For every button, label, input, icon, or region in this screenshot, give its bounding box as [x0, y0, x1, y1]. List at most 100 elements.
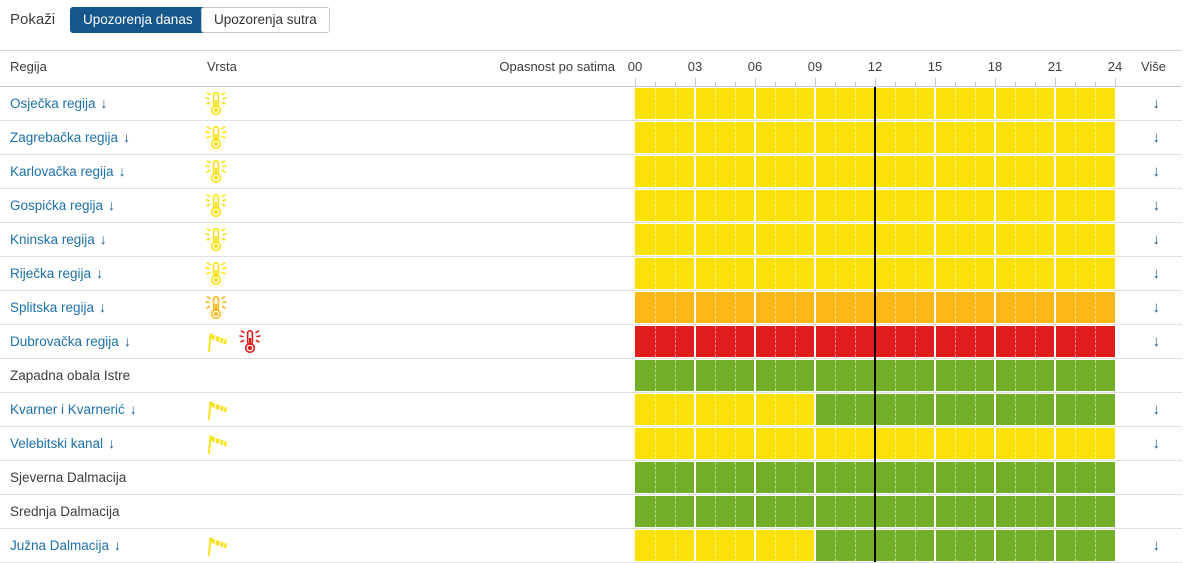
hour-grid-line — [735, 258, 736, 289]
hour-grid-line — [934, 190, 936, 221]
hour-grid-line — [1054, 326, 1056, 357]
region-link[interactable]: Zagrebačka regija ↓ — [10, 129, 131, 145]
heat-warning-icon — [205, 125, 227, 150]
hour-grid-line — [655, 394, 656, 425]
region-link[interactable]: Riječka regija ↓ — [10, 265, 104, 281]
warnings-tomorrow-button[interactable]: Upozorenja sutra — [201, 7, 330, 33]
hour-tick-mark — [1095, 82, 1096, 86]
hour-grid-line — [934, 326, 936, 357]
hour-grid-line — [1054, 258, 1056, 289]
hour-grid-line — [694, 394, 696, 425]
hour-grid-line — [1075, 88, 1076, 119]
hour-grid-line — [955, 462, 956, 493]
more-details-link[interactable]: ↓ — [1152, 435, 1161, 452]
hour-grid-line — [814, 496, 816, 527]
hour-grid-line — [855, 360, 856, 391]
hour-tick-mark — [1115, 78, 1116, 86]
heat-warning-icon — [205, 295, 227, 320]
more-details-link[interactable]: ↓ — [1152, 265, 1161, 282]
hour-grid-line — [934, 428, 936, 459]
hour-grid-line — [675, 326, 676, 357]
hour-grid-line — [694, 292, 696, 323]
hour-grid-line — [715, 122, 716, 153]
more-details-link[interactable]: ↓ — [1152, 231, 1161, 248]
region-link[interactable]: Karlovačka regija ↓ — [10, 163, 126, 179]
expand-down-arrow-icon: ↓ — [118, 163, 126, 179]
more-details-link[interactable]: ↓ — [1152, 95, 1161, 112]
warning-segment-green — [815, 394, 1115, 425]
hour-grid-line — [1015, 156, 1016, 187]
hour-grid-line — [655, 156, 656, 187]
hour-grid-line — [1095, 428, 1096, 459]
hour-grid-line — [675, 88, 676, 119]
table-row: Južna Dalmacija ↓ ↓ — [0, 529, 1182, 563]
hour-grid-line — [975, 326, 976, 357]
hour-tick-label: 00 — [627, 59, 643, 74]
region-link[interactable]: Južna Dalmacija ↓ — [10, 537, 122, 553]
hour-grid-line — [895, 156, 896, 187]
hour-grid-line — [715, 292, 716, 323]
region-link[interactable]: Kninska regija ↓ — [10, 231, 107, 247]
hour-grid-line — [955, 156, 956, 187]
hour-grid-line — [1054, 224, 1056, 255]
hour-grid-line — [835, 428, 836, 459]
hour-grid-line — [994, 88, 996, 119]
region-link[interactable]: Splitska regija ↓ — [10, 299, 107, 315]
region-link[interactable]: Velebitski kanal ↓ — [10, 435, 116, 451]
hour-grid-line — [795, 360, 796, 391]
hour-grid-line — [1015, 530, 1016, 561]
hour-grid-line — [835, 88, 836, 119]
hour-grid-line — [955, 224, 956, 255]
hour-tick-mark — [795, 82, 796, 86]
hour-grid-line — [934, 530, 936, 561]
region-link[interactable]: Osječka regija ↓ — [10, 95, 108, 111]
hour-grid-line — [775, 360, 776, 391]
more-details-link[interactable]: ↓ — [1152, 129, 1161, 146]
hour-grid-line — [1035, 428, 1036, 459]
table-row: Dubrovačka regija ↓ ↓ — [0, 325, 1182, 359]
hour-grid-line — [915, 224, 916, 255]
hour-grid-line — [675, 224, 676, 255]
hour-grid-line — [955, 88, 956, 119]
hour-grid-line — [934, 292, 936, 323]
hour-grid-line — [754, 122, 756, 153]
hour-grid-line — [975, 88, 976, 119]
expand-down-arrow-icon: ↓ — [108, 197, 116, 213]
warning-type-icons — [205, 427, 231, 460]
hour-grid-line — [754, 326, 756, 357]
hour-grid-line — [895, 190, 896, 221]
hour-grid-line — [814, 156, 816, 187]
hour-grid-line — [795, 292, 796, 323]
region-link[interactable]: Kvarner i Kvarnerić ↓ — [10, 401, 137, 417]
more-details-link[interactable]: ↓ — [1152, 537, 1161, 554]
hour-grid-line — [1015, 360, 1016, 391]
region-link[interactable]: Gospićka regija ↓ — [10, 197, 116, 213]
hour-grid-line — [1095, 224, 1096, 255]
more-details-link[interactable]: ↓ — [1152, 197, 1161, 214]
more-details-link[interactable]: ↓ — [1152, 401, 1161, 418]
hour-grid-line — [955, 258, 956, 289]
hour-grid-line — [1015, 224, 1016, 255]
hour-grid-line — [694, 122, 696, 153]
hour-grid-line — [955, 428, 956, 459]
more-details-link[interactable]: ↓ — [1152, 333, 1161, 350]
more-details-link[interactable]: ↓ — [1152, 299, 1161, 316]
hour-tick-mark — [1055, 78, 1056, 86]
hour-grid-line — [655, 360, 656, 391]
hour-grid-line — [735, 462, 736, 493]
hour-grid-line — [715, 394, 716, 425]
hour-grid-line — [835, 156, 836, 187]
hour-grid-line — [994, 156, 996, 187]
hour-grid-line — [715, 326, 716, 357]
more-details-link[interactable]: ↓ — [1152, 163, 1161, 180]
hour-grid-line — [1054, 462, 1056, 493]
hour-grid-line — [955, 530, 956, 561]
hour-grid-line — [675, 292, 676, 323]
hour-grid-line — [754, 88, 756, 119]
region-link[interactable]: Dubrovačka regija ↓ — [10, 333, 131, 349]
hour-tick-label: 21 — [1047, 59, 1063, 74]
hour-grid-line — [795, 394, 796, 425]
warnings-today-button[interactable]: Upozorenja danas — [70, 7, 206, 33]
hour-grid-line — [754, 428, 756, 459]
hour-grid-line — [1035, 258, 1036, 289]
